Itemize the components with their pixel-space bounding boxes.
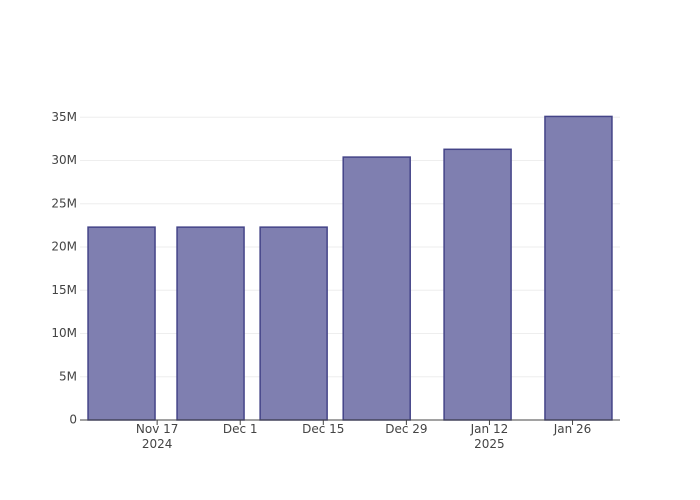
- y-tick-label: 35M: [51, 110, 77, 124]
- bar: [176, 226, 245, 421]
- x-tick-label: Jan 12 2025: [470, 422, 509, 451]
- bar: [544, 115, 613, 421]
- y-tick-label: 30M: [51, 153, 77, 167]
- y-tick-label: 20M: [51, 240, 77, 254]
- y-tick-label: 0: [69, 413, 77, 427]
- bar: [259, 226, 328, 421]
- x-tick-label: Dec 29: [385, 422, 428, 436]
- x-tick-label: Jan 26: [553, 422, 592, 436]
- bar: [342, 156, 411, 421]
- x-tick-label: Dec 15: [302, 422, 345, 436]
- bar: [443, 148, 512, 421]
- bar: [87, 226, 156, 421]
- y-tick-label: 5M: [59, 369, 77, 383]
- y-tick-label: 15M: [51, 283, 77, 297]
- y-tick-label: 10M: [51, 326, 77, 340]
- x-tick-label: Nov 17 2024: [135, 422, 179, 451]
- y-tick-label: 25M: [51, 196, 77, 210]
- x-tick-label: Dec 1: [222, 422, 258, 436]
